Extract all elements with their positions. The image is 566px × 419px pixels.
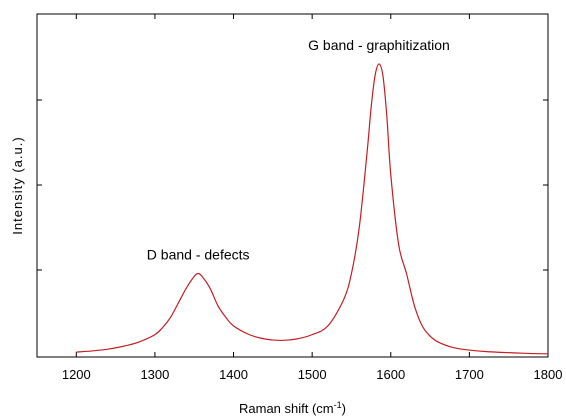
plot-frame <box>36 13 549 358</box>
x-axis-label-text: Raman shift (cm <box>239 401 334 416</box>
g-band-annotation: G band - graphitization <box>308 37 450 53</box>
y-axis-label: Intensity (a.u.) <box>10 136 25 234</box>
x-tick-label: 1800 <box>534 367 563 382</box>
d-band-annotation: D band - defects <box>147 247 250 263</box>
x-tick-label: 1700 <box>455 367 484 382</box>
raman-spectrum-line <box>76 63 549 355</box>
x-tick-label: 1200 <box>62 367 91 382</box>
x-axis-label-close: ) <box>342 401 346 416</box>
x-tick-label: 1600 <box>376 367 405 382</box>
x-axis-label-superscript: -1 <box>334 400 342 410</box>
ticks: 1200 1300 1400 1500 1600 1700 1800 <box>37 14 562 382</box>
annotations: D band - defects G band - graphitization <box>147 37 450 263</box>
x-tick-label: 1300 <box>140 367 169 382</box>
axes <box>36 13 549 358</box>
x-tick-label: 1500 <box>298 367 327 382</box>
x-tick-label: 1400 <box>219 367 248 382</box>
x-axis-label: Raman shift (cm-1) <box>239 400 346 416</box>
